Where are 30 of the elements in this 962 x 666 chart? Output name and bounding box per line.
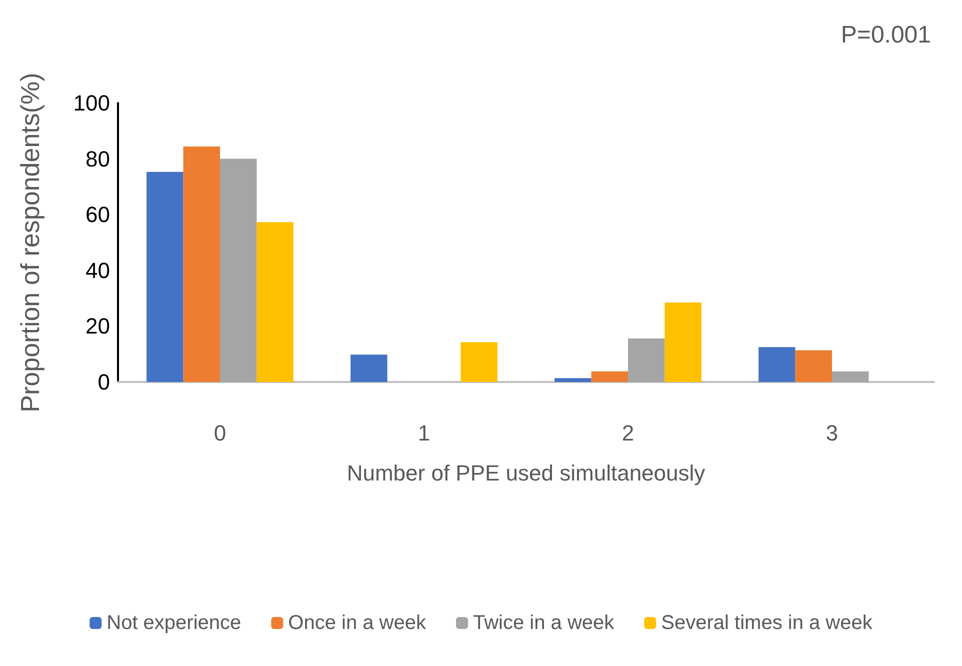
legend-label: Once in a week bbox=[288, 612, 427, 634]
y-tick-label: 100 bbox=[73, 90, 110, 116]
y-tick-label: 60 bbox=[86, 202, 110, 228]
bar bbox=[256, 222, 294, 382]
legend-label: Several times in a week bbox=[661, 612, 874, 634]
y-tick-label: 20 bbox=[86, 314, 110, 339]
y-tick-label: 40 bbox=[86, 258, 110, 283]
text: P=0.001 bbox=[840, 22, 932, 48]
y-axis-title: Proportion of respondents(%) bbox=[15, 72, 45, 412]
x-axis-title: Number of PPE used simultaneously bbox=[346, 460, 706, 486]
bar bbox=[220, 158, 257, 382]
x-tick-label: 0 bbox=[214, 420, 226, 446]
bar bbox=[183, 146, 220, 382]
y-tick-label: 80 bbox=[86, 146, 110, 172]
bar bbox=[795, 350, 832, 382]
bar bbox=[628, 338, 665, 382]
bar bbox=[460, 342, 498, 382]
bar bbox=[832, 371, 869, 382]
bar bbox=[758, 347, 796, 382]
x-tick-label: 1 bbox=[418, 420, 430, 446]
x-tick-label: 2 bbox=[622, 420, 634, 446]
bar bbox=[591, 371, 628, 382]
bar bbox=[146, 172, 184, 382]
x-tick-label: 3 bbox=[826, 420, 838, 446]
y-tick-label: 0 bbox=[98, 370, 110, 394]
bar bbox=[664, 302, 702, 382]
legend-label: Not experience bbox=[106, 612, 242, 634]
bar bbox=[350, 354, 388, 382]
bar bbox=[554, 378, 592, 382]
legend-label: Twice in a week bbox=[473, 612, 616, 634]
